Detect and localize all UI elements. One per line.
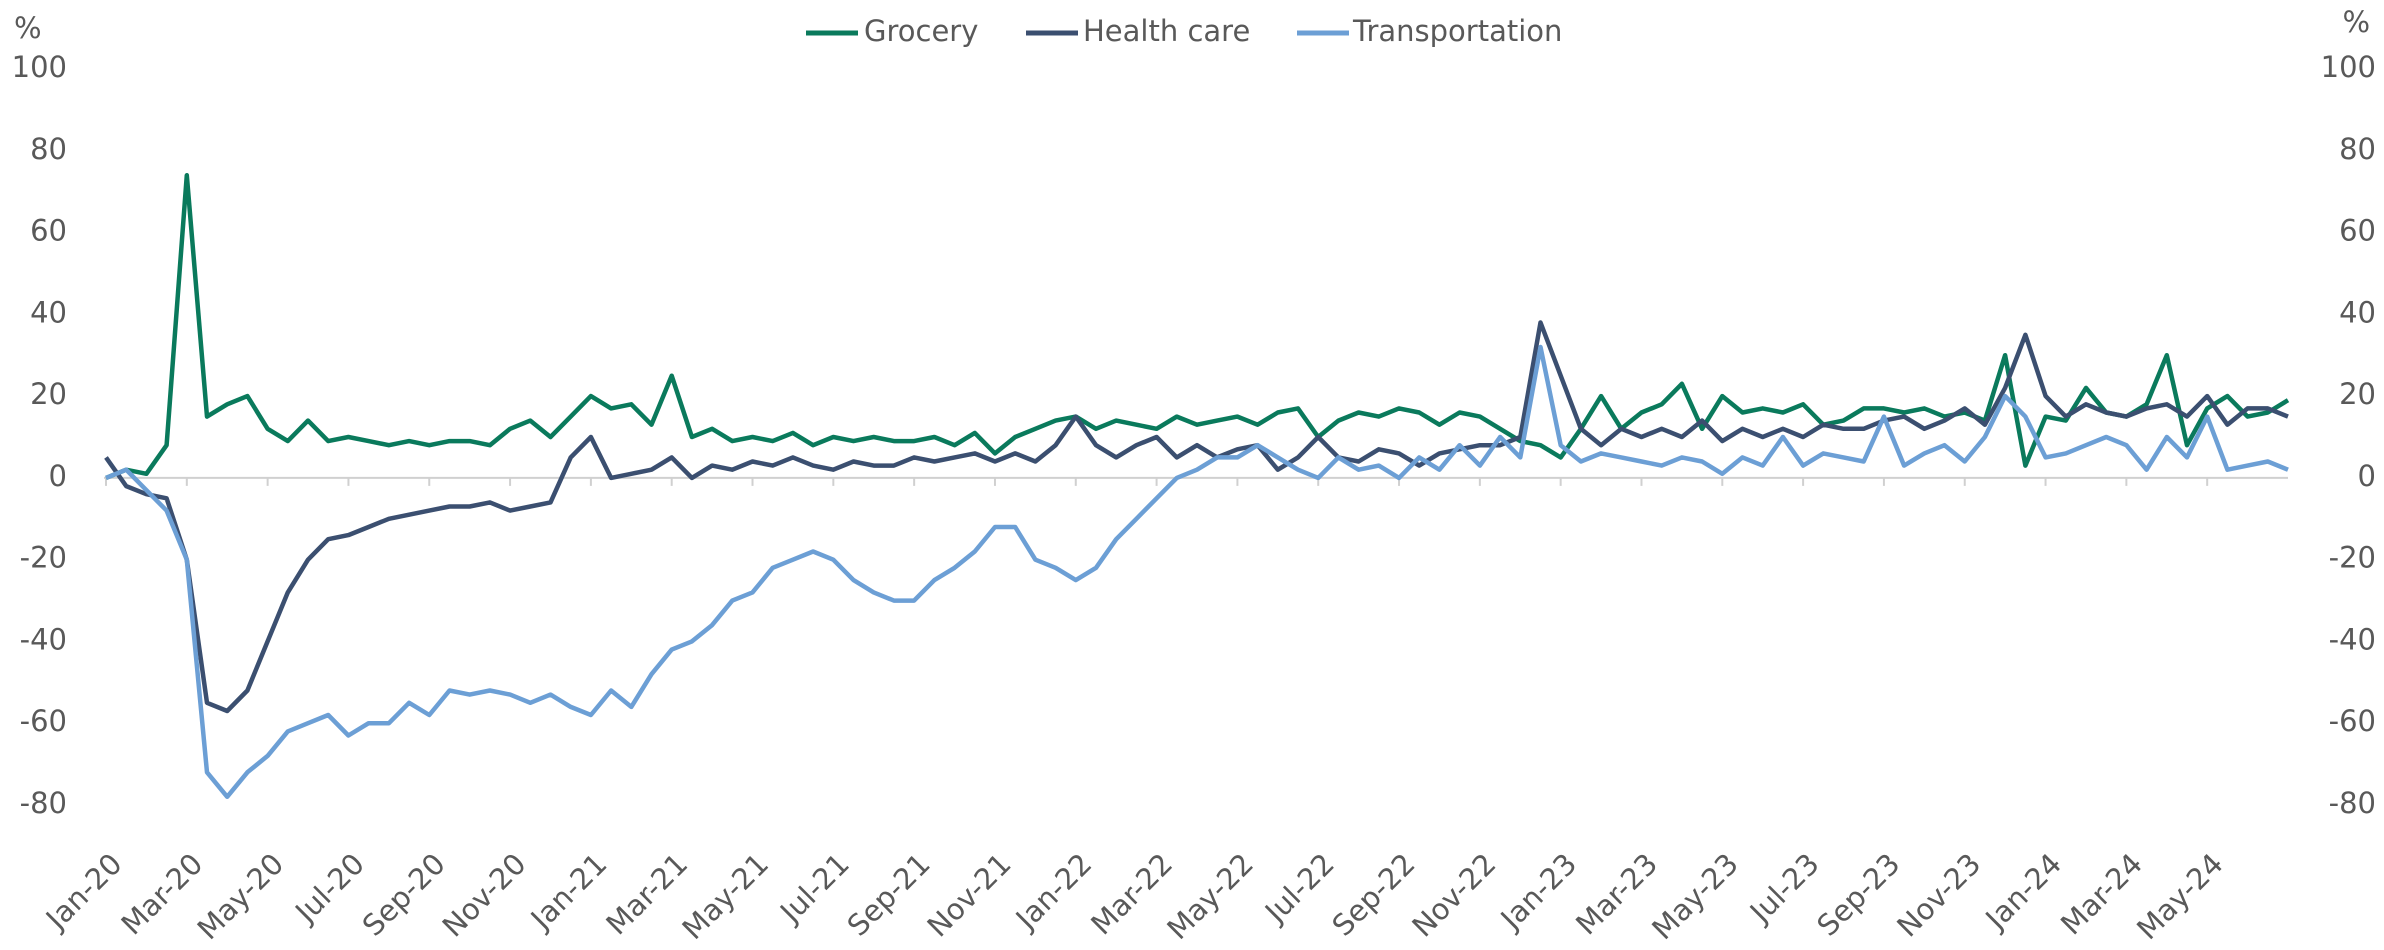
x-tick-label: Jan-24 — [1978, 847, 2069, 938]
y-tick-label: -80 — [20, 786, 67, 820]
y2-tick-label: 100 — [2321, 50, 2376, 84]
x-tick-label: Nov-23 — [1890, 847, 1987, 944]
y2-tick-label: -20 — [2329, 541, 2376, 575]
x-tick-label: Sep-22 — [1325, 847, 1421, 943]
y2-axis-unit: % — [2342, 5, 2370, 39]
series-line — [105, 173, 2290, 480]
x-tick-label: Jan-20 — [38, 847, 129, 938]
x-tick-label: Jan-22 — [1008, 847, 1099, 938]
y2-tick-label: 0 — [2358, 459, 2376, 493]
y-tick-label: -60 — [20, 704, 67, 738]
y-tick-label: 40 — [30, 295, 67, 329]
y2-tick-label: 40 — [2339, 295, 2376, 329]
y-tick-label: 100 — [12, 50, 67, 84]
y2-tick-label: 20 — [2339, 377, 2376, 411]
y2-tick-label: -40 — [2329, 622, 2376, 656]
x-tick-label: Sep-20 — [356, 847, 452, 943]
x-tick-label: May-22 — [1160, 847, 1260, 947]
x-tick-label: May-24 — [2130, 847, 2230, 947]
y-axis-unit: % — [14, 11, 42, 45]
y-tick-label: -40 — [20, 622, 67, 656]
y-tick-label: -20 — [20, 541, 67, 575]
legend-label: Transportation — [1352, 14, 1562, 48]
y2-tick-label: 80 — [2339, 132, 2376, 166]
y-tick-label: 60 — [30, 214, 67, 248]
x-tick-label: Sep-21 — [841, 847, 937, 943]
y-tick-label: 20 — [30, 377, 67, 411]
x-tick-label: May-23 — [1645, 847, 1745, 947]
y2-tick-label: -80 — [2329, 786, 2376, 820]
y-tick-label: 0 — [49, 459, 67, 493]
legend-label: Grocery — [864, 14, 978, 48]
series-line — [105, 344, 2289, 800]
x-tick-label: Jan-21 — [523, 847, 614, 938]
y2-tick-label: -60 — [2329, 704, 2376, 738]
x-tick-label: May-21 — [676, 847, 776, 947]
y-tick-label: 80 — [30, 132, 67, 166]
x-tick-label: Nov-20 — [436, 847, 533, 944]
series-line — [104, 320, 2289, 714]
y2-tick-label: 60 — [2339, 214, 2376, 248]
x-tick-label: Nov-22 — [1405, 847, 1502, 944]
x-tick-label: May-20 — [191, 847, 291, 947]
x-tick-label: Nov-21 — [921, 847, 1018, 944]
x-tick-label: Jan-23 — [1493, 847, 1584, 938]
legend-label: Health care — [1083, 14, 1250, 48]
x-tick-label: Sep-23 — [1810, 847, 1906, 943]
